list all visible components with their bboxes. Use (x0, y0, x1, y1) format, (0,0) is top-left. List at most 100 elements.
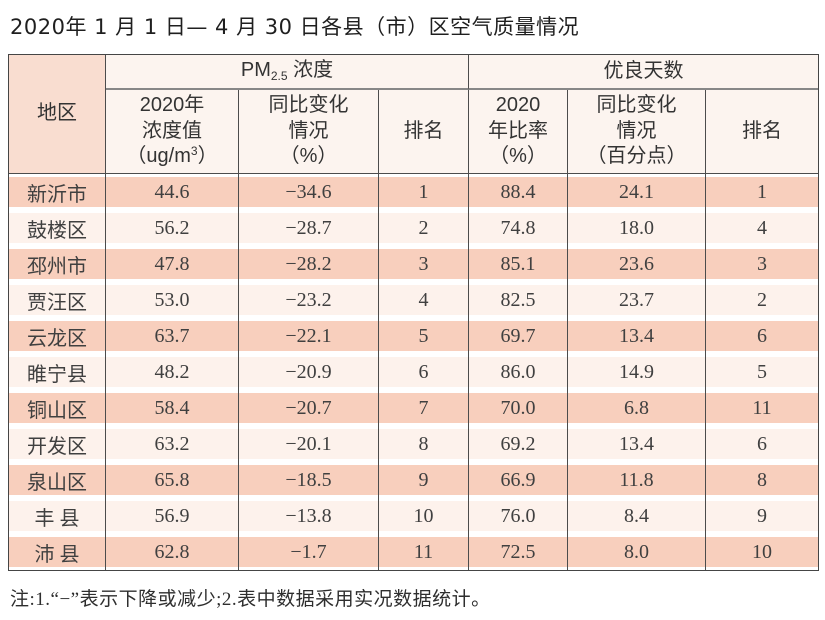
cell-pm-change: −18.5 (239, 462, 379, 498)
cell-pm-value: 53.0 (106, 282, 239, 318)
cell-pm-change: −20.9 (239, 354, 379, 390)
cell-good-rank: 4 (706, 210, 819, 246)
cell-good-change: 8.0 (568, 534, 707, 570)
cell-good-rate: 88.4 (469, 174, 569, 210)
table-row: 云龙区 63.7 −22.1 5 69.7 13.4 6 (9, 318, 819, 354)
cell-good-rate: 76.0 (469, 498, 569, 534)
table-row: 贾汪区 53.0 −23.2 4 82.5 23.7 2 (9, 282, 819, 318)
cell-region: 铜山区 (9, 390, 106, 426)
table-row: 鼓楼区 56.2 −28.7 2 74.8 18.0 4 (9, 210, 819, 246)
cell-pm-change: −23.2 (239, 282, 379, 318)
cell-good-change: 13.4 (568, 426, 707, 462)
cell-good-change: 18.0 (568, 210, 707, 246)
cell-good-change: 11.8 (568, 462, 707, 498)
cell-region: 鼓楼区 (9, 210, 106, 246)
cell-pm-change: −22.1 (239, 318, 379, 354)
cell-pm-value: 48.2 (106, 354, 239, 390)
pm25-label-suffix: 浓度 (287, 59, 334, 82)
cell-pm-change: −13.8 (239, 498, 379, 534)
cell-pm-change: −28.2 (239, 246, 379, 282)
cell-good-rank: 5 (706, 354, 819, 390)
cell-good-change: 23.7 (568, 282, 707, 318)
cell-pm-value: 44.6 (106, 174, 239, 210)
pm25-label-subscript: 2.5 (270, 69, 288, 84)
cell-good-rank: 10 (706, 534, 819, 570)
cell-pm-rank: 5 (379, 318, 470, 354)
cell-region: 开发区 (9, 426, 106, 462)
header-pm-rank: 排名 (379, 90, 470, 174)
cell-pm-rank: 7 (379, 390, 470, 426)
cell-pm-rank: 1 (379, 174, 470, 210)
cell-region: 新沂市 (9, 174, 106, 210)
cell-good-rate: 69.7 (469, 318, 569, 354)
cell-good-change: 8.4 (568, 498, 707, 534)
table-row: 新沂市 44.6 −34.6 1 88.4 24.1 1 (9, 174, 819, 210)
cell-good-change: 6.8 (568, 390, 707, 426)
cell-region: 云龙区 (9, 318, 106, 354)
cell-good-rank: 2 (706, 282, 819, 318)
table-row: 沛 县 62.8 −1.7 11 72.5 8.0 10 (9, 534, 819, 570)
cell-good-rank: 9 (706, 498, 819, 534)
cell-region: 贾汪区 (9, 282, 106, 318)
cell-good-change: 14.9 (568, 354, 707, 390)
cell-good-rank: 11 (706, 390, 819, 426)
header-good-rate: 2020 年比率 （%） (469, 90, 569, 174)
cell-pm-rank: 3 (379, 246, 470, 282)
cell-pm-value: 63.2 (106, 426, 239, 462)
air-quality-table: 地区 PM2.5 浓度 优良天数 2020年 浓度值 （ug/m3） 同比变化 … (8, 54, 820, 571)
cell-pm-rank: 10 (379, 498, 470, 534)
page-title: 2020年 1 月 1 日— 4 月 30 日各县（市）区空气质量情况 (10, 15, 580, 39)
cell-pm-value: 63.7 (106, 318, 239, 354)
cell-pm-value: 47.8 (106, 246, 239, 282)
cell-pm-rank: 6 (379, 354, 470, 390)
table-row: 邳州市 47.8 −28.2 3 85.1 23.6 3 (9, 246, 819, 282)
cell-good-rate: 66.9 (469, 462, 569, 498)
cell-pm-change: −1.7 (239, 534, 379, 570)
cell-good-change: 13.4 (568, 318, 707, 354)
unit-suffix: ） (197, 145, 218, 168)
cell-region: 沛 县 (9, 534, 106, 570)
cell-pm-rank: 4 (379, 282, 470, 318)
header-pm-value-unit: （ug/m3） (106, 144, 238, 170)
cell-pm-value: 58.4 (106, 390, 239, 426)
cell-region: 邳州市 (9, 246, 106, 282)
table-row: 开发区 63.2 −20.1 8 69.2 13.4 6 (9, 426, 819, 462)
header-pm-value-lines: 2020年 浓度值 (139, 94, 205, 142)
cell-good-rank: 6 (706, 318, 819, 354)
cell-region: 泉山区 (9, 462, 106, 498)
cell-good-rate: 86.0 (469, 354, 569, 390)
cell-good-rank: 1 (706, 174, 819, 210)
cell-good-change: 23.6 (568, 246, 707, 282)
header-region: 地区 (9, 55, 106, 174)
table-row: 铜山区 58.4 −20.7 7 70.0 6.8 11 (9, 390, 819, 426)
cell-pm-rank: 9 (379, 462, 470, 498)
cell-pm-rank: 11 (379, 534, 470, 570)
cell-good-rate: 70.0 (469, 390, 569, 426)
pm25-label-prefix: PM (240, 59, 271, 82)
cell-pm-value: 62.8 (106, 534, 239, 570)
table-row: 丰 县 56.9 −13.8 10 76.0 8.4 9 (9, 498, 819, 534)
cell-good-rank: 6 (706, 426, 819, 462)
unit-superscript: 3 (190, 144, 198, 159)
cell-good-change: 24.1 (568, 174, 707, 210)
table-row: 睢宁县 48.2 −20.9 6 86.0 14.9 5 (9, 354, 819, 390)
cell-good-rate: 82.5 (469, 282, 569, 318)
table-body: 新沂市 44.6 −34.6 1 88.4 24.1 1 鼓楼区 56.2 −2… (9, 174, 819, 570)
cell-good-rate: 74.8 (469, 210, 569, 246)
cell-pm-change: −34.6 (239, 174, 379, 210)
cell-pm-value: 56.9 (106, 498, 239, 534)
cell-pm-value: 65.8 (106, 462, 239, 498)
cell-pm-change: −28.7 (239, 210, 379, 246)
cell-pm-change: −20.7 (239, 390, 379, 426)
header-pm-change: 同比变化 情况 （%） (239, 90, 379, 174)
header-good-rank: 排名 (706, 90, 819, 174)
table-header: 地区 PM2.5 浓度 优良天数 2020年 浓度值 （ug/m3） 同比变化 … (9, 55, 819, 174)
cell-good-rank: 8 (706, 462, 819, 498)
unit-prefix: （ug/m (126, 145, 191, 168)
header-group-good-days: 优良天数 (469, 55, 819, 90)
cell-pm-rank: 8 (379, 426, 470, 462)
header-group-pm25: PM2.5 浓度 (106, 55, 470, 90)
footnote: 注:1.“−”表示下降或减少;2.表中数据采用实况数据统计。 (10, 589, 491, 610)
header-pm-value: 2020年 浓度值 （ug/m3） (106, 90, 239, 174)
